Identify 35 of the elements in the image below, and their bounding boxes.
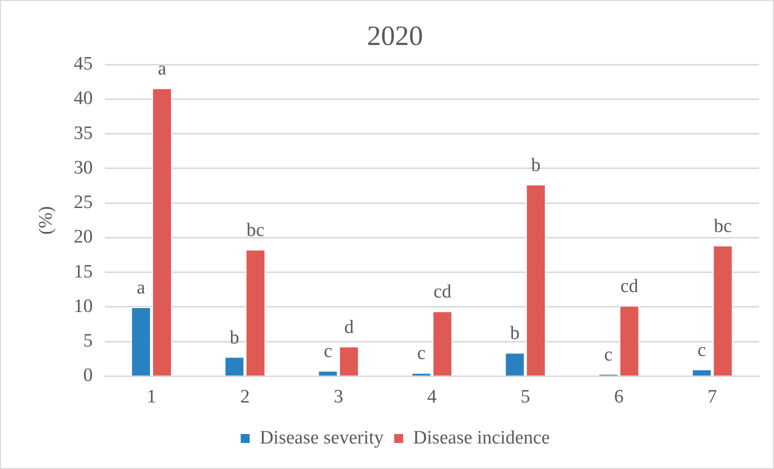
data-label: b [510,323,520,344]
x-tick-label: 2 [240,386,250,408]
data-label: b [230,327,240,348]
data-label: c [417,343,426,364]
y-tick-label: 35 [74,122,93,144]
y-tick-label: 45 [74,54,93,75]
y-tick-label: 0 [83,365,93,386]
y-tick-label: 20 [74,226,93,248]
legend-label: Disease severity [260,427,384,448]
data-label: cd [433,282,452,303]
y-tick-label: 5 [83,330,93,352]
x-tick-label: 4 [427,386,438,408]
x-tick-label: 3 [334,386,344,408]
y-tick-label: 30 [74,157,93,178]
data-label: c [324,341,332,362]
data-label: a [158,58,167,80]
data-label: c [698,340,706,361]
y-tick-label: 40 [74,88,93,110]
legend-label: Disease incidence [413,427,550,448]
chart-title: 2020 [367,21,423,52]
y-tick-label: 25 [74,192,93,214]
data-label: bc [246,220,264,241]
y-tick-label: 15 [74,261,93,282]
data-label: cd [620,276,639,298]
data-label: c [604,344,613,366]
data-label: b [531,154,541,176]
data-label: a [136,277,146,298]
x-tick-label: 5 [520,386,530,408]
data-label: bc [714,216,732,237]
x-tick-label: 6 [614,386,624,408]
x-tick-label: 1 [146,386,156,408]
data-label: d [344,316,354,338]
x-tick-label: 7 [708,386,718,408]
y-axis-title: (%) [35,206,56,235]
y-tick-label: 10 [74,296,93,317]
